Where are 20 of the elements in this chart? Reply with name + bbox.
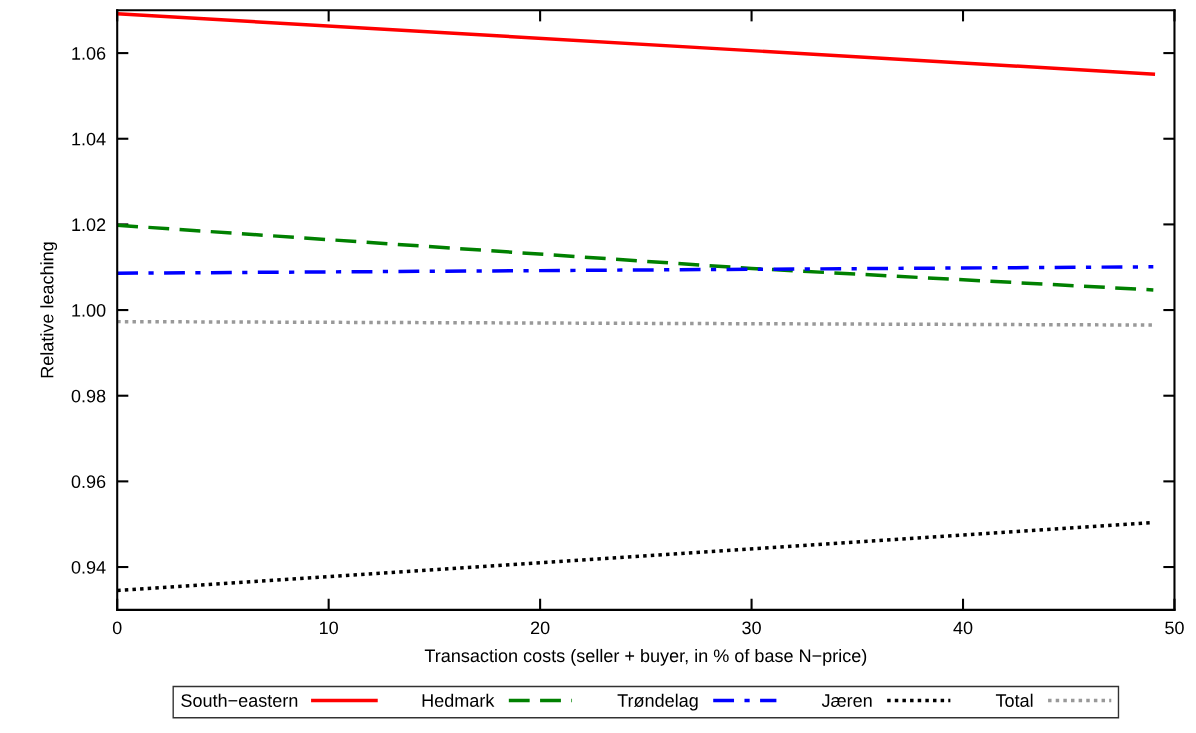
legend-label: South−eastern [181, 693, 298, 707]
x-tick-label: 10 [320, 621, 338, 635]
y-tick-label: 0.94 [71, 560, 106, 574]
x-axis-title: Transaction costs (seller + buyer, in % of base N−price) [424, 648, 867, 666]
x-tick-label: 40 [953, 621, 973, 635]
y-tick-label: 1.00 [72, 303, 106, 317]
y-tick-label: 1.02 [72, 218, 106, 232]
legend-label: Hedmark [422, 693, 495, 707]
x-tick-label: 30 [742, 621, 761, 635]
y-axis-title: Relative leaching [40, 242, 58, 378]
x-tick-label: 50 [1165, 621, 1184, 635]
legend-label: Trøndelag [617, 693, 698, 711]
y-tick-label: 0.98 [71, 389, 106, 403]
y-tick-label: 1.04 [72, 132, 106, 146]
x-tick-label: 0 [112, 621, 122, 635]
y-tick-label: 1.06 [72, 47, 106, 60]
y-tick-label: 0.96 [71, 475, 106, 489]
x-tick-label: 20 [530, 621, 550, 635]
legend-label: Total [995, 693, 1033, 707]
legend-label: Jæren [821, 694, 872, 707]
